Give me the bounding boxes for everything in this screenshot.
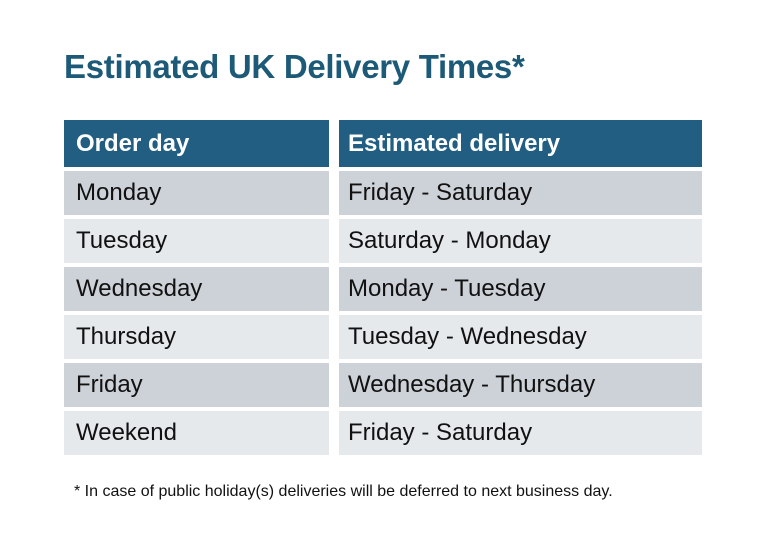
table-row: Thursday Tuesday - Wednesday [64,315,702,359]
table-header-row: Order day Estimated delivery [64,120,702,167]
column-header-order-day: Order day [64,120,329,167]
order-day-cell: Weekend [64,411,329,455]
page-title: Estimated UK Delivery Times* [64,48,525,85]
estimated-delivery-cell: Friday - Saturday [339,171,702,215]
order-day-cell: Friday [64,363,329,407]
public-holiday-footnote: * In case of public holiday(s) deliverie… [74,483,613,500]
table-row: Monday Friday - Saturday [64,171,702,215]
estimated-delivery-cell: Tuesday - Wednesday [339,315,702,359]
table-row: Friday Wednesday - Thursday [64,363,702,407]
table-row: Wednesday Monday - Tuesday [64,267,702,311]
estimated-delivery-cell: Friday - Saturday [339,411,702,455]
table-row: Tuesday Saturday - Monday [64,219,702,263]
order-day-cell: Tuesday [64,219,329,263]
table-row: Weekend Friday - Saturday [64,411,702,455]
estimated-delivery-cell: Saturday - Monday [339,219,702,263]
order-day-cell: Wednesday [64,267,329,311]
delivery-times-table: Order day Estimated delivery Monday Frid… [64,120,702,455]
estimated-delivery-cell: Wednesday - Thursday [339,363,702,407]
order-day-cell: Monday [64,171,329,215]
estimated-delivery-cell: Monday - Tuesday [339,267,702,311]
order-day-cell: Thursday [64,315,329,359]
column-header-estimated-delivery: Estimated delivery [339,120,702,167]
